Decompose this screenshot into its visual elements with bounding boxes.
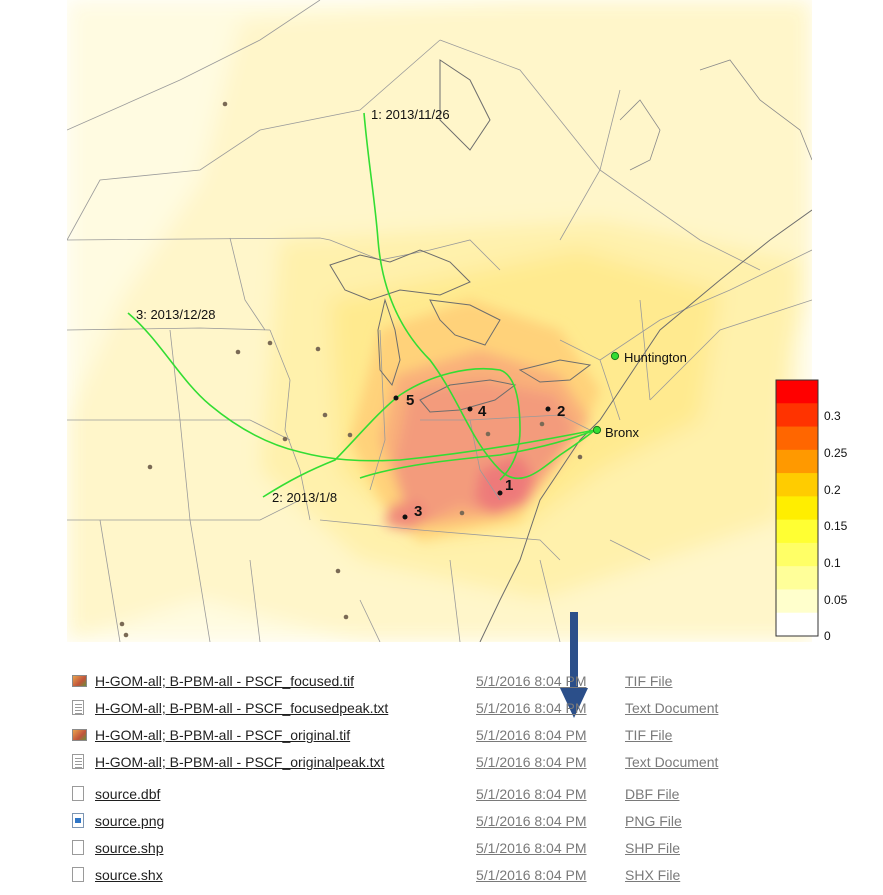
legend-tick-0.15: 0.15 (824, 519, 848, 533)
file-row[interactable]: H-GOM-all; B-PBM-all - PSCF_focused.tif … (0, 671, 883, 693)
trajectory-1-line (363, 112, 596, 480)
file-row[interactable]: H-GOM-all; B-PBM-all - PSCF_originalpeak… (0, 752, 883, 774)
file-name[interactable]: H-GOM-all; B-PBM-all - PSCF_focused.tif (95, 673, 355, 689)
file-date: 5/1/2016 8:04 PM (476, 840, 587, 856)
state-boundaries (67, 0, 812, 642)
blank-file-icon (72, 867, 88, 883)
back-trajectories (127, 112, 596, 498)
legend-frame (775, 379, 819, 637)
source-3-label: 3 (414, 503, 422, 520)
file-date: 5/1/2016 8:04 PM (476, 867, 587, 883)
legend-tick-0.25: 0.25 (824, 446, 848, 460)
trajectory-3-line (127, 312, 596, 462)
file-type: TIF File (625, 727, 673, 743)
pscf-legend-colorbar (776, 380, 818, 637)
file-name[interactable]: H-GOM-all; B-PBM-all - PSCF_originalpeak… (95, 754, 385, 770)
file-row[interactable]: source.shp 5/1/2016 8:04 PM SHP File (0, 838, 883, 860)
file-date: 5/1/2016 8:04 PM (476, 813, 587, 829)
file-row[interactable]: H-GOM-all; B-PBM-all - PSCF_original.tif… (0, 725, 883, 747)
file-row[interactable]: source.dbf 5/1/2016 8:04 PM DBF File (0, 784, 883, 806)
file-name[interactable]: H-GOM-all; B-PBM-all - PSCF_original.tif (95, 727, 351, 743)
file-type: SHX File (625, 867, 681, 883)
file-name[interactable]: H-GOM-all; B-PBM-all - PSCF_focusedpeak.… (95, 700, 389, 716)
file-type: SHP File (625, 840, 680, 856)
legend-tick-0: 0 (824, 629, 831, 643)
file-name[interactable]: source.shx (95, 867, 163, 883)
text-document-icon (72, 754, 88, 770)
source-1-label: 1 (505, 477, 513, 494)
receptor-sites (592, 351, 620, 435)
bronx-label: Bronx (605, 425, 639, 440)
file-type: PNG File (625, 813, 682, 829)
tif-image-icon (72, 727, 88, 743)
legend-ticks: 0.3 0.25 0.2 0.15 0.1 0.05 0 (824, 409, 848, 643)
blank-file-icon (72, 786, 88, 802)
legend-swatch (776, 403, 818, 428)
file-name[interactable]: source.png (95, 813, 165, 829)
legend-swatch (776, 449, 818, 474)
legend-swatch (776, 473, 818, 497)
blank-file-icon (72, 840, 88, 856)
file-type: Text Document (625, 700, 719, 716)
source-5-label: 5 (406, 392, 414, 409)
file-date: 5/1/2016 8:04 PM (476, 727, 587, 743)
legend-tick-0.05: 0.05 (824, 593, 848, 607)
file-name[interactable]: source.shp (95, 840, 164, 856)
file-name[interactable]: source.dbf (95, 786, 161, 802)
trajectory-1-label: 1: 2013/11/26 (371, 107, 450, 122)
text-document-icon (72, 700, 88, 716)
legend-swatch (776, 612, 818, 637)
png-image-icon (72, 813, 88, 829)
file-row[interactable]: source.png 5/1/2016 8:04 PM PNG File (0, 811, 883, 833)
file-type: DBF File (625, 786, 680, 802)
legend-swatch (776, 496, 818, 521)
legend-tick-0.3: 0.3 (824, 409, 841, 423)
legend-tick-0.2: 0.2 (824, 483, 841, 497)
tif-image-icon (72, 673, 88, 689)
legend-swatch (776, 566, 818, 590)
file-type: Text Document (625, 754, 719, 770)
down-arrow-icon (560, 612, 588, 718)
legend-swatch (776, 589, 818, 614)
trajectory-2-line (262, 367, 596, 498)
legend-swatch (776, 426, 818, 451)
huntington-label: Huntington (624, 350, 687, 365)
file-date: 5/1/2016 8:04 PM (476, 754, 587, 770)
trajectory-3-label: 3: 2013/12/28 (136, 307, 216, 322)
file-row[interactable]: H-GOM-all; B-PBM-all - PSCF_focusedpeak.… (0, 698, 883, 720)
huntington-marker (610, 351, 620, 361)
coastline (479, 209, 812, 642)
source-2-label: 2 (557, 403, 565, 420)
source-points (393, 395, 551, 520)
file-date: 5/1/2016 8:04 PM (476, 786, 587, 802)
legend-swatch (776, 542, 818, 567)
source-4-label: 4 (478, 403, 487, 420)
legend-swatch (776, 380, 818, 404)
bronx-marker (592, 425, 602, 435)
legend-tick-0.1: 0.1 (824, 556, 841, 570)
legend-swatch (776, 519, 818, 544)
file-row[interactable]: source.shx 5/1/2016 8:04 PM SHX File (0, 865, 883, 887)
file-type: TIF File (625, 673, 673, 689)
file-date: 5/1/2016 8:04 PM (476, 700, 587, 716)
trajectory-2-label: 2: 2013/1/8 (272, 490, 337, 505)
grey-site-dots (119, 101, 583, 638)
file-date: 5/1/2016 8:04 PM (476, 673, 587, 689)
